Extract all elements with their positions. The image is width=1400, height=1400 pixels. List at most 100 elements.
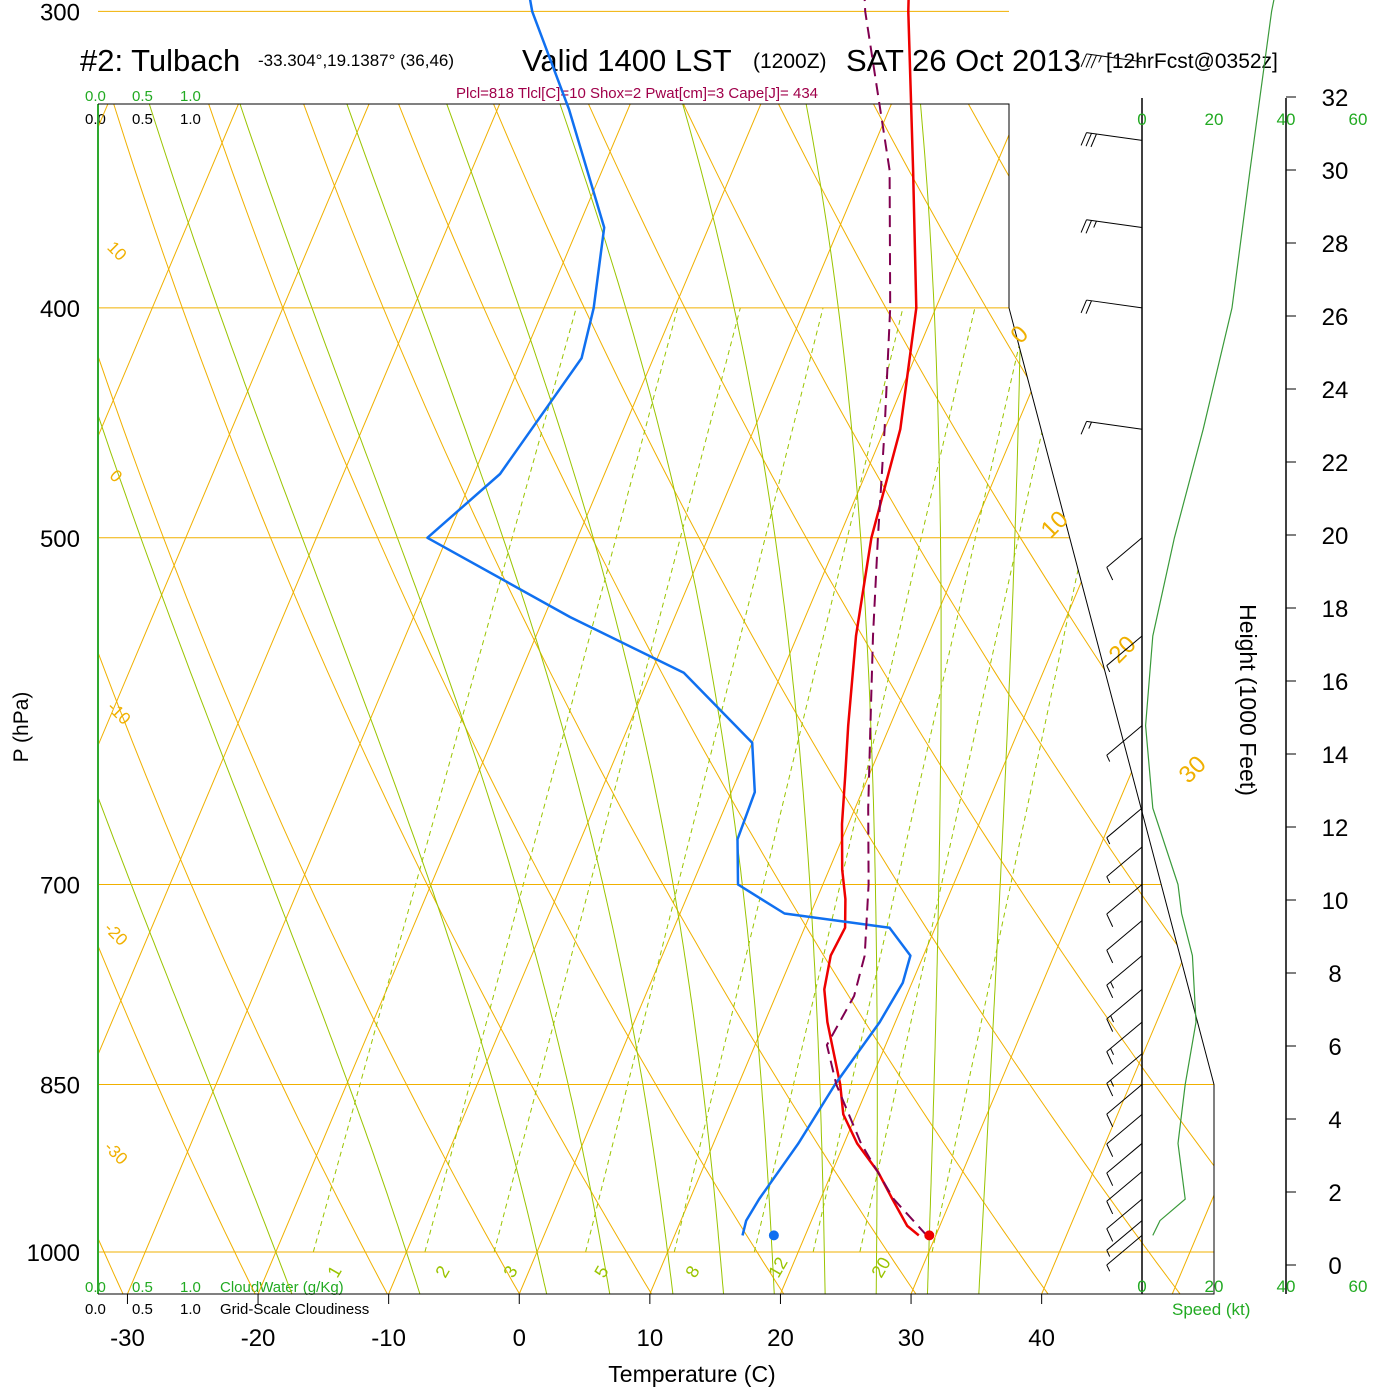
wind-barb <box>1106 1171 1143 1215</box>
speed-tick-label-bottom: 40 <box>1277 1277 1296 1296</box>
wind-barb-feather <box>1106 1228 1114 1242</box>
wind-barb-half-feather <box>1106 837 1111 845</box>
dry-adiabat-line <box>1150 104 1214 1294</box>
wind-barb-feather <box>1085 300 1092 314</box>
height-tick-label: 26 <box>1322 304 1349 331</box>
isotherm-line <box>910 104 1214 1294</box>
height-tick-label: 30 <box>1322 158 1349 185</box>
isotherm-line <box>98 104 501 1294</box>
sounding-profiles <box>426 0 935 1241</box>
valid-time: Valid 1400 LST <box>522 43 732 78</box>
plot-border <box>98 103 1215 1295</box>
dry-adiabat-line <box>98 104 150 1294</box>
wind-barb-staff <box>1106 1234 1143 1266</box>
pressure-tick-label: 1000 <box>27 1240 80 1267</box>
wind-barb-feather <box>1090 133 1097 148</box>
wind-barb-staff <box>1106 1114 1143 1145</box>
moist-adiabat-line <box>98 104 552 1294</box>
wind-barb <box>1080 53 1143 69</box>
dry-adiabat-line <box>195 104 955 1294</box>
pressure-tick-label: 400 <box>40 296 80 323</box>
temperature-tick-label: -10 <box>371 1325 406 1352</box>
pressure-tick-label: 500 <box>40 526 80 553</box>
wind-barb-feather <box>1085 220 1092 234</box>
temperature-tick-label: 30 <box>898 1325 925 1352</box>
pressure-tick-label: 700 <box>40 872 80 899</box>
height-tick-label: 6 <box>1328 1034 1341 1061</box>
isotherm-label: 0 <box>106 466 126 486</box>
height-tick-label: 20 <box>1322 523 1349 550</box>
height-tick-label: 22 <box>1322 450 1349 477</box>
dewpoint-surface-marker <box>768 1230 779 1241</box>
cloudiness-tick: 1.0 <box>180 111 201 128</box>
axes: 2503004005007008501000-30-20-10010203040… <box>27 0 1349 1352</box>
wind-barb <box>1106 1084 1143 1128</box>
speed-tick-label-bottom: 60 <box>1349 1277 1368 1296</box>
height-tick-label: 32 <box>1322 85 1349 112</box>
pressure-tick-label: 850 <box>40 1073 80 1100</box>
wind-barb-feather <box>1080 219 1088 233</box>
wind-barb-feather <box>1106 1113 1114 1128</box>
speed-tick-label-bottom: 20 <box>1205 1277 1224 1296</box>
isotherm-line <box>1041 104 1214 1294</box>
wind-barb-half-feather <box>1110 981 1115 989</box>
height-tick-label: 28 <box>1322 231 1349 258</box>
wind-barb-feather <box>1080 132 1088 146</box>
dry-adiabat-line <box>98 104 284 1294</box>
wind-barb-staff <box>1106 920 1143 951</box>
wind-barb-staff <box>1086 420 1143 430</box>
isotherm-label: -10 <box>103 698 134 729</box>
wind-barb-feather <box>1106 1143 1114 1157</box>
height-tick-label: 24 <box>1322 377 1349 404</box>
wind-barb-staff <box>1106 537 1143 568</box>
cloudiness-tick: 0.5 <box>132 1301 153 1318</box>
mixing-ratio-line <box>859 307 1070 1253</box>
valid-date: SAT 26 Oct 2013 <box>846 43 1081 78</box>
isotherm-line <box>518 104 1023 1294</box>
wind-barb-half-feather <box>1106 665 1111 673</box>
wind-barb <box>1106 1234 1143 1272</box>
wind-barb-feather <box>1106 1172 1114 1186</box>
height-tick-label: 14 <box>1322 742 1349 769</box>
cloudwater-tick: 0.0 <box>85 88 106 105</box>
height-tick-label: 18 <box>1322 596 1349 623</box>
wind-barb <box>1080 219 1143 234</box>
mixing-ratio-line <box>753 307 976 1253</box>
temperature-tick-label: 0 <box>513 1325 526 1352</box>
wind-barb <box>1106 807 1143 845</box>
cloudiness-tick: 1.0 <box>180 1301 201 1318</box>
wind-barb <box>1106 1198 1143 1242</box>
height-tick-label: 12 <box>1322 815 1349 842</box>
wind-barb-feather <box>1106 567 1114 581</box>
cloudiness-tick: 0.5 <box>132 111 153 128</box>
dry-adiabat-line <box>1238 0 1400 1350</box>
wind-barb-staff <box>1086 299 1143 309</box>
sounding-parameters: Plcl=818 Tlcl[C]=10 Shox=2 Pwat[cm]=3 Ca… <box>456 85 818 102</box>
height-axis-label: Height (1000 Feet) <box>1235 604 1261 796</box>
cloudwater-tick: 0.5 <box>132 1279 153 1296</box>
wind-barb <box>1106 725 1143 762</box>
moist-adiabat-line <box>98 104 427 1294</box>
dewpoint-profile-line <box>426 0 912 1236</box>
moist-adiabat-line <box>348 104 726 1294</box>
wind-barb <box>1106 537 1143 581</box>
moist-adiabat-line <box>592 104 826 1294</box>
temperature-surface-marker <box>924 1230 935 1241</box>
speed-tick-label-bottom: 0 <box>1137 1277 1146 1296</box>
isotherm-label: 10 <box>103 238 130 265</box>
dry-adiabat-line <box>369 104 1214 1294</box>
wind-barb <box>1106 1114 1143 1157</box>
wind-barb-feather <box>1106 1083 1114 1097</box>
cloudwater-tick: 0.0 <box>85 1279 106 1296</box>
wind-barb-staff <box>1106 955 1143 986</box>
speed-tick-label-top: 0 <box>1137 110 1146 129</box>
dry-adiabat-line <box>629 104 1214 1294</box>
mixing-ratio-label: 20 <box>867 1254 894 1281</box>
height-tick-label: 2 <box>1328 1180 1341 1207</box>
dry-adiabat-line <box>542 104 1214 1294</box>
height-tick-label: 8 <box>1328 961 1341 988</box>
wind-barb-staff <box>1106 1198 1143 1230</box>
temperature-tick-label: 10 <box>637 1325 664 1352</box>
background-grid <box>98 0 1400 1350</box>
